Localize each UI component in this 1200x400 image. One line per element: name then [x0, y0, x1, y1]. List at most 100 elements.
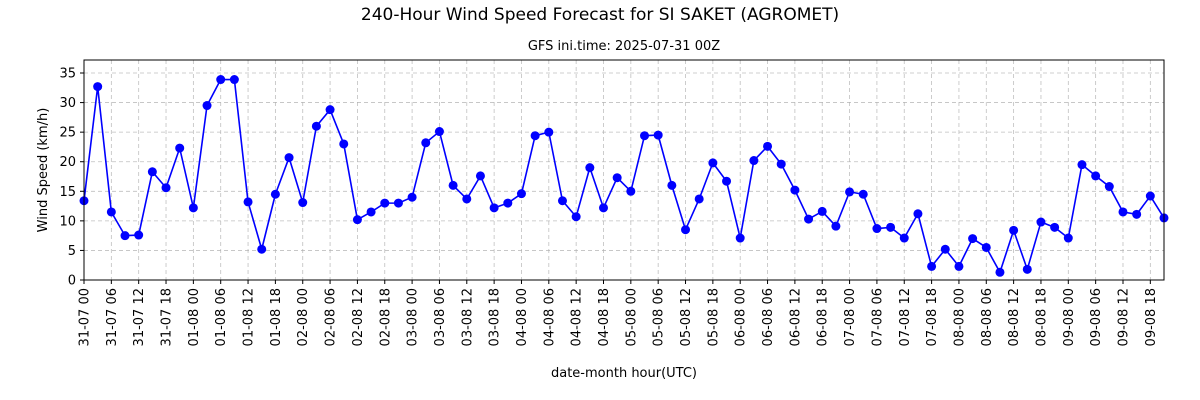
data-point	[817, 206, 827, 216]
x-tick-label: 08-08 18	[1034, 288, 1049, 346]
data-point	[134, 230, 144, 240]
x-tick-label: 01-08 18	[269, 288, 284, 346]
x-tick-label: 01-08 00	[187, 288, 202, 346]
y-tick-label: 30	[59, 96, 76, 111]
x-tick-label: 04-08 06	[542, 288, 557, 346]
x-tick-label: 31-07 06	[105, 288, 120, 346]
data-point	[872, 224, 882, 234]
x-tick-label: 09-08 06	[1089, 288, 1104, 346]
data-point	[489, 203, 499, 213]
x-tick-label: 06-08 06	[761, 288, 776, 346]
data-point	[981, 242, 991, 252]
x-tick-label: 07-08 12	[898, 288, 913, 346]
x-tick-label: 02-08 00	[296, 288, 311, 346]
x-tick-label: 31-07 00	[78, 288, 93, 346]
y-tick-label: 35	[59, 67, 76, 82]
data-point	[380, 198, 390, 208]
data-point	[516, 189, 526, 199]
y-axis-label: Wind Speed (km/h)	[36, 108, 51, 233]
data-point	[93, 82, 103, 92]
data-point	[612, 173, 622, 183]
data-point	[845, 187, 855, 197]
data-point	[161, 183, 171, 193]
x-tick-label: 07-08 06	[870, 288, 885, 346]
data-point	[940, 244, 950, 254]
data-point	[954, 261, 964, 271]
data-point	[462, 194, 472, 204]
data-point	[927, 261, 937, 271]
data-point	[270, 189, 280, 199]
data-point	[804, 214, 814, 224]
data-point	[557, 196, 567, 206]
data-point	[1145, 191, 1155, 201]
x-tick-label: 05-08 06	[652, 288, 667, 346]
data-point	[968, 234, 978, 244]
x-tick-label: 01-08 06	[214, 288, 229, 346]
data-point	[503, 198, 513, 208]
data-point	[393, 198, 403, 208]
data-point	[407, 192, 417, 202]
x-tick-label: 08-08 00	[952, 288, 967, 346]
x-tick-label: 09-08 00	[1062, 288, 1077, 346]
x-tick-label: 08-08 12	[1007, 288, 1022, 346]
data-point	[1077, 160, 1087, 170]
data-point	[202, 101, 212, 111]
x-tick-label: 04-08 18	[597, 288, 612, 346]
x-tick-label: 05-08 18	[706, 288, 721, 346]
data-point	[886, 222, 896, 232]
y-tick-label: 15	[59, 185, 76, 200]
x-tick-label: 04-08 12	[570, 288, 585, 346]
data-point	[229, 75, 239, 85]
chart-subtitle: GFS ini.time: 2025-07-31 00Z	[527, 39, 721, 54]
series-line	[83, 78, 1165, 274]
data-point	[585, 163, 595, 173]
x-tick-label: 03-08 00	[406, 288, 421, 346]
series-wind-speed	[79, 75, 1169, 277]
x-axis: 31-07 00 31-07 06 31-07 12 31-07 18 01-08 00…	[78, 280, 1159, 346]
plot-frame	[83, 59, 1165, 281]
data-point	[1104, 182, 1114, 192]
data-point	[188, 203, 198, 213]
y-tick-label: 20	[59, 155, 76, 170]
x-tick-label: 31-07 12	[132, 288, 147, 346]
data-point	[1063, 233, 1073, 243]
y-axis: 0 5 10 15 20 25 30 35	[59, 67, 84, 289]
x-tick-label: 01-08 12	[242, 288, 257, 346]
data-point	[1132, 209, 1142, 219]
data-point	[1091, 171, 1101, 181]
data-point	[913, 209, 923, 219]
data-point	[339, 139, 349, 149]
data-point	[1118, 207, 1128, 217]
x-tick-label: 06-08 18	[816, 288, 831, 346]
data-point	[325, 105, 335, 115]
x-tick-label: 02-08 18	[378, 288, 393, 346]
x-tick-label: 03-08 18	[488, 288, 503, 346]
data-point	[475, 171, 485, 181]
data-point	[681, 225, 691, 235]
chart-title: 240-Hour Wind Speed Forecast for SI SAKE…	[360, 5, 840, 25]
x-tick-label: 09-08 12	[1116, 288, 1131, 346]
x-axis-label: date-month hour(UTC)	[551, 366, 697, 381]
data-point	[243, 197, 253, 207]
data-point	[722, 176, 732, 186]
data-point	[421, 138, 431, 148]
data-point	[352, 215, 362, 225]
data-point	[776, 159, 786, 169]
x-tick-label: 02-08 06	[324, 288, 339, 346]
data-point	[694, 194, 704, 204]
x-tick-label: 06-08 12	[788, 288, 803, 346]
data-point	[626, 186, 636, 196]
data-point	[749, 156, 759, 166]
data-point	[598, 203, 608, 213]
data-point	[858, 189, 868, 199]
y-tick-label: 0	[68, 274, 76, 289]
x-tick-label: 09-08 18	[1144, 288, 1159, 346]
data-point	[1050, 222, 1060, 232]
data-point	[790, 185, 800, 195]
x-tick-label: 07-08 00	[843, 288, 858, 346]
data-point	[120, 231, 130, 241]
data-point	[284, 153, 294, 163]
data-point	[298, 198, 308, 208]
x-tick-label: 07-08 18	[925, 288, 940, 346]
data-point	[640, 131, 650, 141]
